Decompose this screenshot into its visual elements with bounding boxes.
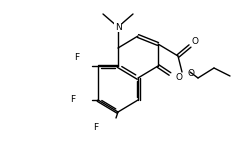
Text: F: F	[93, 123, 99, 132]
Text: O: O	[187, 68, 194, 77]
Text: O: O	[191, 38, 198, 47]
Text: F: F	[70, 96, 75, 105]
Text: N: N	[115, 22, 121, 31]
Text: O: O	[175, 72, 182, 81]
Text: F: F	[74, 54, 79, 62]
